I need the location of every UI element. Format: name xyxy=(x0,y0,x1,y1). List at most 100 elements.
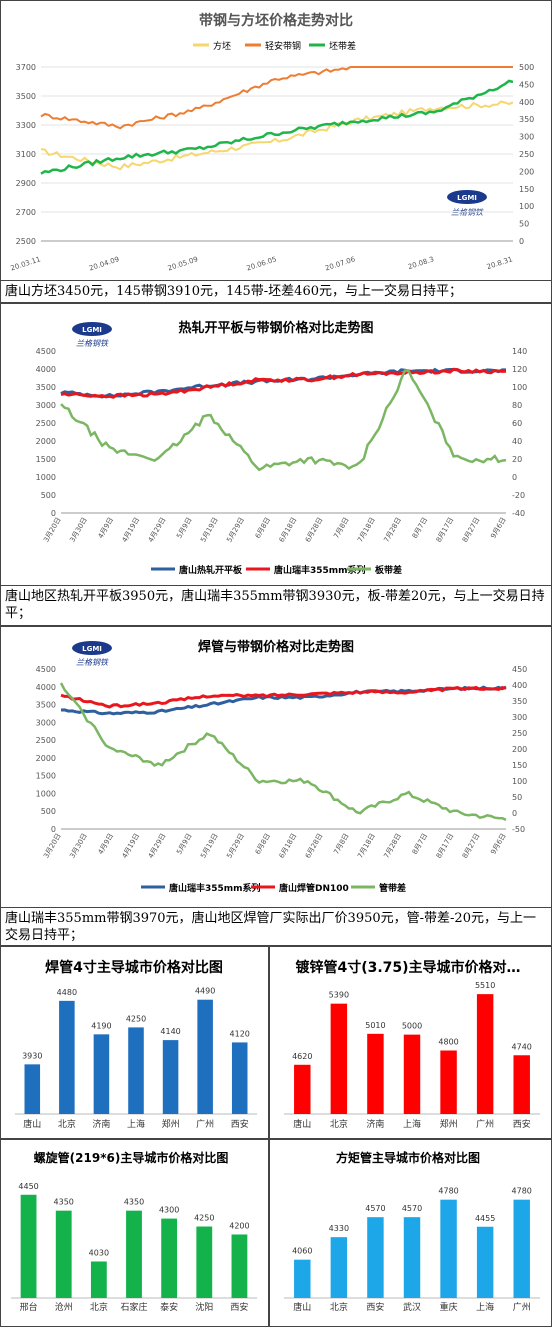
series-line-3 xyxy=(59,682,507,821)
y2-tick-label: 450 xyxy=(512,665,527,674)
bar xyxy=(513,1199,530,1298)
legend-label: 板带差 xyxy=(375,564,402,576)
data-label: 4190 xyxy=(91,1021,111,1030)
x-tick-label: 20.08.3 xyxy=(407,255,435,271)
x-tick-label: 5月19日 xyxy=(199,516,220,544)
data-label: 4200 xyxy=(229,1221,249,1230)
x-tick-label: 6月18日 xyxy=(278,516,299,544)
data-label: 5000 xyxy=(402,1022,422,1031)
x-tick-label: 7月18日 xyxy=(356,516,377,544)
y2-tick-label: 300 xyxy=(519,133,534,142)
bar xyxy=(231,1234,248,1298)
data-label: 4250 xyxy=(194,1214,214,1223)
caption-billet-strip: 唐山方坯3450元，145带钢3910元，145带-坯差460元，与上一交易日持… xyxy=(0,281,552,303)
data-label: 4455 xyxy=(475,1214,495,1223)
y-tick-label: 3000 xyxy=(36,401,56,410)
y-tick-label: 3000 xyxy=(36,718,56,727)
bar xyxy=(126,1210,142,1298)
y-tick-label: 2700 xyxy=(16,208,36,217)
data-label: 5510 xyxy=(475,981,495,990)
x-tick-label: 重庆 xyxy=(440,1301,458,1313)
data-label: 4060 xyxy=(292,1247,312,1256)
x-tick-label: 7月28日 xyxy=(382,516,403,544)
bar xyxy=(93,1034,110,1114)
y-tick-label: 4500 xyxy=(36,347,56,356)
caption-weldpipe-strip: 唐山瑞丰355mm带钢3970元，唐山地区焊管厂实际出厂价3950元，管-带差-… xyxy=(0,908,552,946)
hotroll-strip-chart: LGMI 兰格钢铁 热轧开平板与带钢价格对比走势图 唐山热轧开平板 唐山瑞丰35… xyxy=(36,320,528,576)
x-tick-label: 沧州 xyxy=(55,1301,73,1313)
data-label: 4780 xyxy=(438,1187,458,1196)
y-tick-label: 3300 xyxy=(16,121,36,130)
y2-tick-label: 500 xyxy=(519,63,534,72)
bar-panel-galvanized-pipe: 镀锌管4寸(3.75)主导城市价格对… 4620 唐山 5390 北京 5010 济南 50… xyxy=(269,946,552,1139)
y2-tick-label: 100 xyxy=(512,777,527,786)
bar xyxy=(513,1055,530,1114)
y-tick-label: 2000 xyxy=(36,754,56,763)
bar xyxy=(231,1042,248,1114)
y-tick-label: 1500 xyxy=(36,455,56,464)
y-tick-label: 3100 xyxy=(16,150,36,159)
x-tick-label: 4月9日 xyxy=(97,516,115,540)
svg-text:LGMI: LGMI xyxy=(82,326,102,334)
x-tick-label: 7月28日 xyxy=(382,832,403,860)
bar xyxy=(128,1027,144,1114)
legend-label: 方坯 xyxy=(213,40,231,52)
bar xyxy=(330,1003,348,1114)
x-tick-label: 郑州 xyxy=(440,1118,458,1130)
x-tick-label: 西安 xyxy=(366,1301,384,1313)
y2-tick-label: -20 xyxy=(512,491,525,500)
x-tick-label: 广州 xyxy=(196,1118,214,1130)
chart-title: 螺旋管(219*6)主导城市价格对比图 xyxy=(34,1150,229,1165)
y2-tick-label: 100 xyxy=(512,383,527,392)
y2-tick-label: 200 xyxy=(512,745,527,754)
x-tick-label: 唐山 xyxy=(293,1118,311,1130)
y2-tick-label: 120 xyxy=(512,365,527,374)
data-label: 4490 xyxy=(195,987,215,996)
x-tick-label: 6月28日 xyxy=(304,516,325,544)
x-tick-label: 9月6日 xyxy=(489,832,507,856)
x-tick-label: 7月18日 xyxy=(356,832,377,860)
x-tick-label: 北京 xyxy=(330,1118,348,1130)
data-label: 4120 xyxy=(230,1029,250,1038)
bar xyxy=(161,1218,178,1298)
x-tick-label: 20.07.06 xyxy=(324,255,357,272)
y-tick-label: 1000 xyxy=(36,789,56,798)
y2-tick-label: 50 xyxy=(512,793,522,802)
y-tick-label: 2000 xyxy=(36,437,56,446)
y2-tick-label: 0 xyxy=(519,237,524,246)
y-tick-label: 2500 xyxy=(36,736,56,745)
series-line-3 xyxy=(60,369,507,472)
x-tick-label: 上海 xyxy=(476,1301,494,1313)
x-tick-label: 广州 xyxy=(513,1301,531,1313)
x-tick-label: 8月27日 xyxy=(461,832,482,860)
x-tick-label: 3月30日 xyxy=(68,832,89,860)
bar xyxy=(367,1033,384,1114)
bar xyxy=(440,1199,457,1298)
bar xyxy=(476,1226,494,1298)
chart-panel-hotroll-strip: LGMI 兰格钢铁 热轧开平板与带钢价格对比走势图 唐山热轧开平板 唐山瑞丰35… xyxy=(0,303,552,586)
x-tick-label: 7月8日 xyxy=(332,516,350,540)
x-tick-label: 5月19日 xyxy=(199,832,220,860)
y-tick-label: 500 xyxy=(41,807,56,816)
svg-text:LGMI: LGMI xyxy=(457,194,477,202)
chart-title: 热轧开平板与带钢价格对比走势图 xyxy=(178,320,373,336)
x-tick-label: 上海 xyxy=(127,1118,145,1130)
y2-tick-label: 100 xyxy=(519,202,534,211)
x-tick-label: 上海 xyxy=(403,1118,421,1130)
legend-label: 轻安带钢 xyxy=(265,40,301,52)
legend-label: 管带差 xyxy=(379,882,406,894)
data-label: 4620 xyxy=(292,1052,312,1061)
data-label: 4030 xyxy=(89,1248,109,1257)
x-tick-label: 4月29日 xyxy=(147,832,168,860)
data-label: 4250 xyxy=(126,1014,146,1023)
x-tick-label: 3月20日 xyxy=(42,516,63,544)
y-tick-label: 4500 xyxy=(36,665,56,674)
x-tick-label: 8月27日 xyxy=(461,516,482,544)
legend-label: 唐山焊管DN100 xyxy=(279,882,349,894)
x-tick-label: 沈阳 xyxy=(195,1301,213,1313)
y-tick-label: 500 xyxy=(41,491,56,500)
y2-tick-label: -50 xyxy=(512,825,525,834)
x-tick-label: 6月8日 xyxy=(254,832,272,856)
y2-tick-label: 300 xyxy=(512,713,527,722)
x-tick-label: 8月7日 xyxy=(411,516,429,540)
